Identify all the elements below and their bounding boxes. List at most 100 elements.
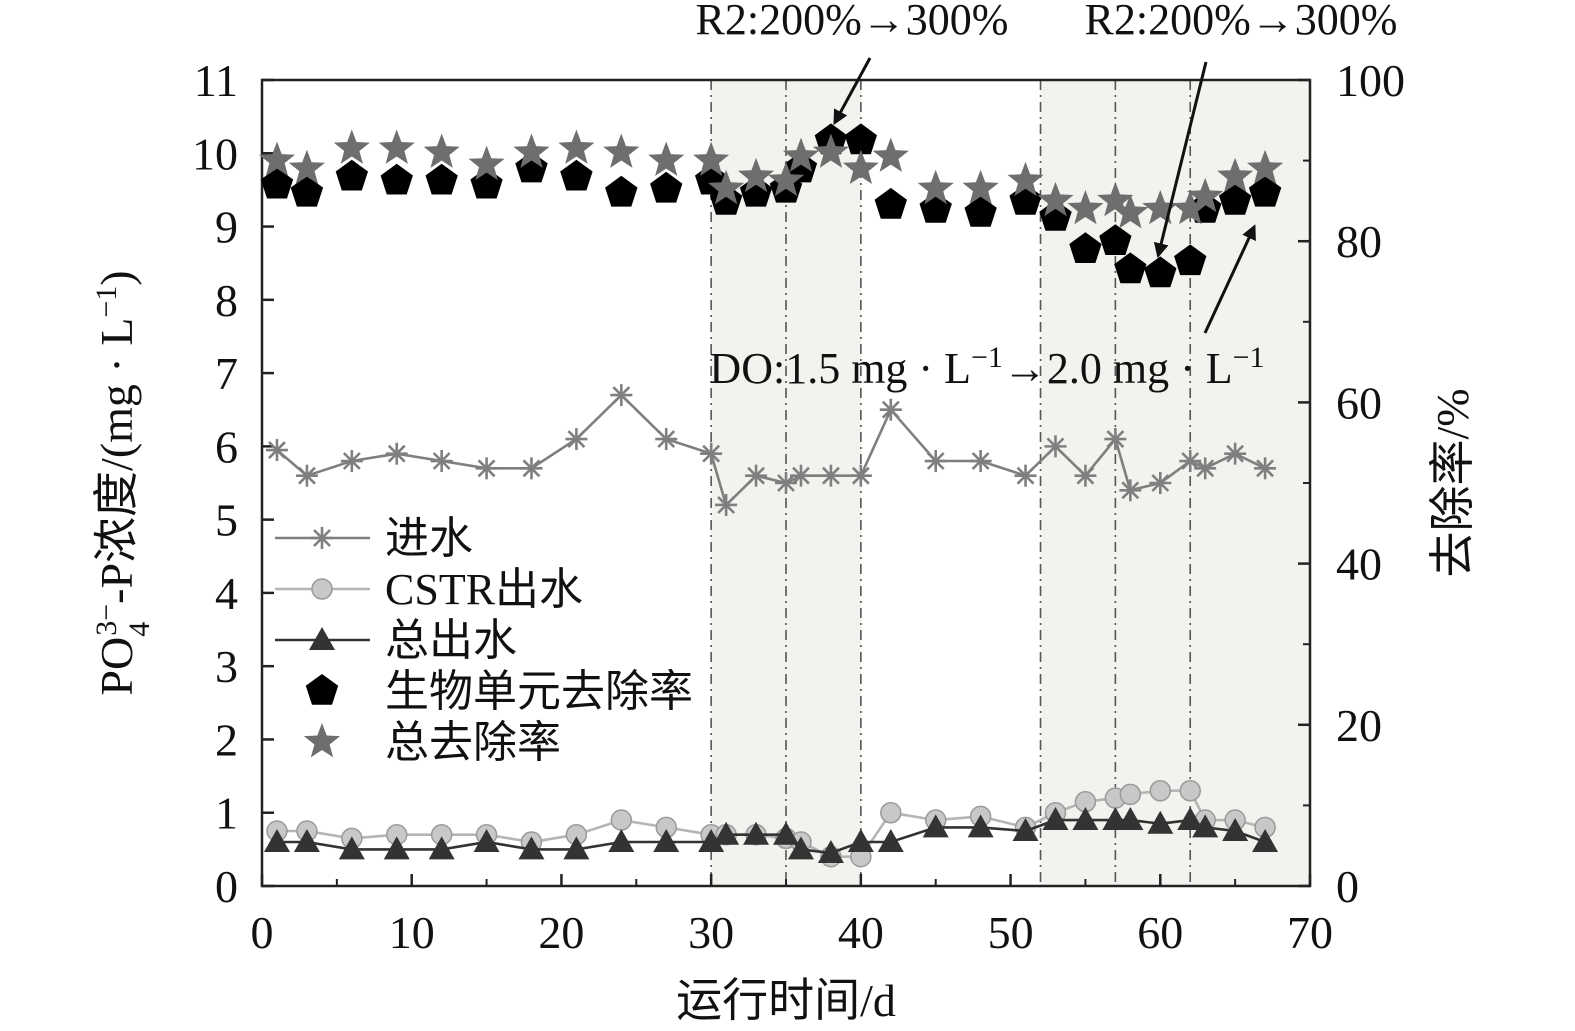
data-point bbox=[1252, 829, 1279, 853]
data-point bbox=[782, 137, 819, 172]
data-point bbox=[1119, 783, 1142, 806]
data-point bbox=[1174, 244, 1207, 276]
data-point bbox=[265, 439, 288, 462]
asterisk-stroke bbox=[851, 466, 870, 485]
data-point bbox=[872, 137, 909, 172]
data-point bbox=[773, 821, 799, 845]
asterisk-stroke bbox=[971, 452, 990, 470]
data-point bbox=[560, 159, 593, 191]
data-point bbox=[1179, 779, 1201, 802]
data-point bbox=[610, 809, 633, 831]
legend-marker bbox=[309, 627, 335, 650]
y-left-axis-ticks: 0 1 2 3 4 5 6 7 8 9 10 11 bbox=[192, 55, 274, 912]
data-point bbox=[1254, 457, 1277, 480]
y-left-tick-label: 9 bbox=[215, 202, 238, 253]
series-layer bbox=[258, 123, 1284, 868]
asterisk-stroke bbox=[1196, 459, 1215, 478]
legend-label: 总去除率 bbox=[385, 718, 561, 767]
data-point bbox=[819, 464, 842, 487]
data-point bbox=[1042, 807, 1069, 831]
asterisk-stroke bbox=[717, 496, 736, 514]
data-point bbox=[743, 821, 770, 845]
data-point bbox=[473, 829, 500, 853]
asterisk-stroke bbox=[1016, 466, 1035, 485]
data-point bbox=[713, 821, 740, 845]
annotation-arrow bbox=[1153, 61, 1208, 259]
y-right-tick-label: 80 bbox=[1336, 216, 1382, 267]
data-point bbox=[565, 428, 588, 451]
data-point bbox=[842, 149, 879, 184]
legend-item: 进水 bbox=[275, 514, 473, 563]
y-left-tick-label: 2 bbox=[215, 714, 238, 765]
legend-label: 进水 bbox=[385, 514, 473, 563]
data-point bbox=[879, 398, 902, 421]
asterisk-stroke bbox=[477, 459, 496, 478]
asterisk-stroke bbox=[881, 400, 900, 419]
data-point bbox=[1142, 190, 1179, 225]
asterisk-stroke bbox=[567, 430, 586, 448]
asterisk-stroke bbox=[1076, 466, 1095, 485]
asterisk-stroke bbox=[1181, 452, 1200, 470]
data-point bbox=[1247, 149, 1284, 184]
data-point bbox=[563, 836, 590, 860]
data-point bbox=[715, 493, 738, 516]
y-left-label-post-end: ) bbox=[91, 270, 142, 285]
asterisk-stroke bbox=[1106, 430, 1125, 448]
asterisk-stroke bbox=[387, 444, 406, 463]
data-point bbox=[1149, 779, 1172, 802]
data-point bbox=[1099, 224, 1132, 255]
anno-do-b: →2.0 mg · L bbox=[1003, 344, 1233, 393]
data-point bbox=[1149, 472, 1172, 494]
data-point bbox=[693, 141, 730, 176]
legend-item: 总出水 bbox=[275, 616, 517, 665]
data-point bbox=[333, 129, 370, 164]
data-point bbox=[874, 187, 907, 219]
anno-do-a-sup: −1 bbox=[971, 341, 1003, 374]
y-right-tick-label: 60 bbox=[1336, 377, 1382, 428]
data-point bbox=[338, 836, 365, 860]
data-point bbox=[610, 384, 633, 407]
y-left-tick-label: 4 bbox=[215, 568, 238, 619]
data-point bbox=[260, 167, 294, 199]
data-point bbox=[969, 450, 992, 473]
y-left-axis-label: PO43−-P浓度/(mg · L−1) bbox=[90, 270, 156, 695]
anno-do-b-sup: −1 bbox=[1233, 341, 1265, 374]
data-point bbox=[1119, 479, 1142, 502]
x-axis-label: 运行时间/d bbox=[676, 975, 896, 1026]
data-point bbox=[290, 175, 324, 207]
y-right-axis-label: 去除率/% bbox=[1427, 388, 1478, 577]
data-point bbox=[922, 814, 949, 838]
asterisk-stroke bbox=[1226, 444, 1245, 463]
data-point bbox=[1172, 190, 1209, 225]
data-point bbox=[1067, 190, 1104, 225]
data-point bbox=[967, 814, 994, 838]
legend-marker bbox=[311, 578, 333, 600]
data-point bbox=[1194, 457, 1217, 480]
data-point bbox=[1192, 814, 1219, 838]
legend-label: 生物单元去除率 bbox=[385, 667, 693, 716]
data-point bbox=[924, 450, 947, 473]
legend-marker bbox=[305, 674, 339, 705]
data-point bbox=[520, 457, 543, 480]
y-left-label-sub: 4 bbox=[123, 622, 156, 637]
asterisk-stroke bbox=[657, 430, 676, 448]
data-point bbox=[877, 829, 904, 853]
data-point bbox=[917, 169, 954, 205]
y-right-tick-label: 40 bbox=[1336, 539, 1382, 590]
data-point bbox=[428, 836, 455, 860]
x-tick-label: 10 bbox=[389, 907, 435, 958]
y-left-tick-label: 3 bbox=[215, 641, 238, 692]
data-point bbox=[423, 133, 460, 168]
data-point bbox=[1179, 450, 1202, 473]
asterisk-stroke bbox=[1256, 459, 1275, 478]
data-point bbox=[1072, 807, 1099, 831]
data-point bbox=[698, 829, 725, 853]
data-point bbox=[558, 129, 595, 164]
data-point bbox=[340, 450, 363, 473]
x-tick-label: 70 bbox=[1287, 907, 1333, 958]
data-point bbox=[1144, 256, 1177, 288]
y-left-tick-label: 8 bbox=[215, 275, 238, 326]
annotations bbox=[833, 57, 1256, 334]
y-right-axis-ticks: 0 20 40 60 80 100 bbox=[1298, 55, 1405, 912]
